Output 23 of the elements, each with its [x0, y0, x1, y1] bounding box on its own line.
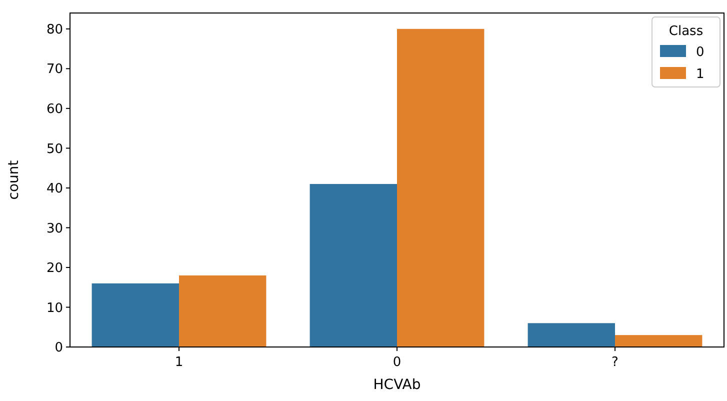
legend-label: 1: [696, 67, 704, 82]
bar: [179, 275, 266, 347]
bar: [397, 28, 484, 347]
legend-label: 0: [696, 45, 704, 60]
bar: [528, 323, 615, 347]
y-tick-label: 60: [46, 102, 63, 117]
legend-title: Class: [668, 24, 704, 39]
y-tick-label: 50: [46, 142, 63, 157]
x-axis-title: HCVAb: [373, 377, 421, 393]
y-tick-label: 30: [46, 221, 63, 236]
x-tick-label: ?: [612, 355, 618, 370]
bar: [310, 184, 397, 347]
bar: [92, 283, 179, 347]
y-tick-label: 20: [46, 261, 63, 276]
y-tick-label: 0: [54, 340, 63, 356]
y-tick-label: 80: [46, 22, 63, 38]
x-tick-label: 0: [392, 355, 402, 370]
y-axis-title: count: [6, 160, 22, 200]
y-tick-label: 70: [46, 62, 63, 78]
bar: [615, 335, 702, 347]
y-tick-label: 40: [46, 182, 63, 196]
x-tick-label: 1: [174, 355, 184, 370]
y-tick-label: 10: [46, 300, 63, 316]
